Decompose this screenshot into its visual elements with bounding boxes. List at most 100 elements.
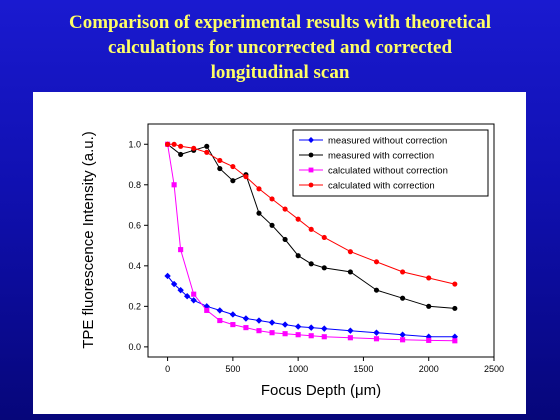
x-tick-label: 1000 [288,364,308,374]
x-tick-label: 500 [225,364,240,374]
data-point [400,295,406,301]
data-point [347,249,353,255]
data-point [308,261,314,267]
data-point [204,307,210,313]
data-point [268,319,276,326]
y-tick-label: 0.8 [128,180,141,190]
legend-label: calculated with correction [328,181,435,192]
data-point [308,333,314,339]
data-point [295,332,301,338]
data-point [308,324,315,331]
legend-label: measured without correction [328,136,447,147]
x-axis-label: Focus Depth (μm) [261,382,381,399]
data-point [165,141,171,147]
data-point [373,287,380,293]
data-point [230,178,236,184]
data-point [164,272,171,280]
slide-title-line-2: calculations for uncorrected and correct… [107,37,453,58]
data-point [190,297,197,304]
data-point [256,210,262,216]
slide-title-line-1: Comparison of experimental results with … [69,12,491,33]
data-point [191,145,197,151]
legend-item: measured with correction [299,151,434,162]
x-tick-label: 2500 [484,364,504,374]
data-point [170,280,178,288]
data-point [400,269,406,275]
y-tick-label: 0.0 [128,342,141,352]
series-4 [165,141,458,287]
data-point [269,330,275,336]
data-point [255,317,263,324]
legend-marker [308,182,314,188]
data-point [242,315,250,322]
data-point [321,234,327,241]
data-point [321,265,327,271]
data-point [426,275,432,281]
data-point [171,141,177,147]
data-point [269,196,275,202]
legend-box [292,129,489,197]
x-tick-label: 1500 [353,364,373,374]
data-point [308,226,314,232]
data-point [347,327,354,334]
data-point [217,317,223,324]
data-point [229,311,237,318]
data-point [217,166,223,172]
plot-frame [147,123,495,358]
legend-label: calculated without correction [328,166,448,177]
legend-item: measured without correction [299,136,447,147]
y-tick-label: 0.4 [128,261,141,271]
data-point [373,259,380,265]
data-point [295,216,301,222]
data-point [171,182,177,188]
chart-panel: 0 500 1000 1500 2000 2500 0.0 0.2 0.4 0.6 0.8 1.0 F… [33,92,526,414]
data-point [282,206,288,212]
data-point [178,247,184,253]
data-point [452,338,458,344]
data-point [373,329,380,336]
data-point [452,281,458,287]
series-1 [164,272,459,340]
data-point [294,323,302,330]
y-tick-label: 0.2 [128,301,141,311]
data-point [178,143,184,149]
x-tick-label: 2000 [419,364,439,374]
data-point [269,222,275,228]
slide-title-line-3: longitudinal scan [210,62,350,83]
data-point [347,269,353,275]
legend-marker [308,137,314,143]
x-tick-label: 0 [165,364,170,374]
data-point [243,174,249,180]
data-point [216,307,224,314]
data-point [230,322,236,328]
data-point [256,186,262,192]
data-point [256,328,262,334]
data-point [321,334,327,340]
data-point [426,303,432,309]
data-point [281,321,289,328]
data-point [217,157,223,164]
data-point [178,151,184,157]
legend-item: calculated with correction [299,181,435,192]
series-2 [165,141,458,311]
data-point [373,336,380,342]
data-point [399,331,406,338]
data-point [295,253,301,259]
legend-marker [308,167,314,173]
data-point [282,331,288,337]
data-point [347,335,353,341]
data-point [204,143,210,149]
legend-label: measured with correction [328,151,434,162]
line-chart: 0 500 1000 1500 2000 2500 0.0 0.2 0.4 0.6 0.8 1.0 F… [80,123,504,399]
data-point [191,291,197,297]
data-point [452,305,458,311]
data-point [230,163,236,170]
legend-marker [308,152,314,158]
y-tick-label: 0.6 [128,220,141,230]
data-point [183,293,191,300]
legend-item: calculated without correction [299,166,448,177]
series-3 [165,141,458,344]
data-point [321,325,328,332]
data-point [425,333,432,340]
y-axis-label: TPE fluorescence Intensity (a.u.) [80,131,97,349]
